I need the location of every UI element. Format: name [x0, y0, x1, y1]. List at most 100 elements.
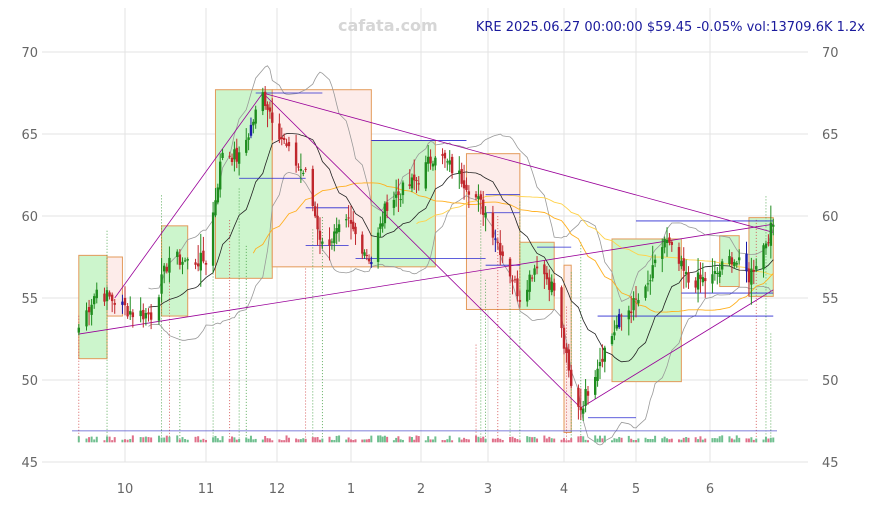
candle-body: [560, 287, 563, 329]
volume-bar: [446, 439, 449, 443]
candle-body: [219, 161, 222, 190]
y-tick-label-left: 65: [21, 128, 38, 143]
volume-bar: [651, 439, 654, 443]
range-box: [748, 217, 774, 297]
candle-body: [110, 294, 114, 302]
volume-bar: [417, 436, 420, 443]
volume-bar: [186, 439, 189, 443]
volume-bar: [494, 438, 497, 443]
trend-line: [78, 223, 774, 335]
candle-body: [601, 358, 604, 362]
volume-bar: [157, 435, 160, 443]
candle-body: [194, 262, 197, 265]
volume-bar: [587, 440, 589, 443]
candle-body: [649, 280, 652, 282]
volume-bar: [302, 438, 305, 443]
volume-bar: [408, 436, 411, 443]
candle-body: [528, 274, 531, 292]
volume-bar: [548, 436, 551, 443]
y-tick-label-left: 45: [21, 456, 38, 471]
candle-body: [401, 182, 405, 196]
volume-bar: [184, 439, 187, 443]
candle-body: [410, 177, 414, 189]
candle-body: [711, 274, 714, 284]
volume-bar: [699, 436, 702, 443]
volume-bar: [345, 439, 348, 443]
volume-bar: [431, 439, 434, 443]
volume-bar: [424, 440, 427, 443]
candle-body: [677, 247, 681, 264]
volume-bar: [511, 436, 514, 443]
volume-bar: [618, 437, 621, 443]
volume-bar: [147, 437, 150, 443]
y-tick-label-left: 60: [21, 210, 38, 225]
candle-body: [484, 212, 487, 218]
volume-bar: [347, 437, 350, 443]
candle-body: [596, 368, 599, 381]
volume-bar: [501, 439, 504, 443]
candle-body: [271, 112, 274, 123]
candle-body: [105, 290, 109, 302]
candle-body: [651, 265, 654, 279]
volume-bar: [460, 439, 463, 443]
lower-band: [148, 171, 774, 446]
volume-bar: [509, 436, 512, 443]
candle-body: [718, 271, 721, 277]
volume-bar: [233, 437, 236, 443]
volume-bar: [365, 439, 368, 443]
volume-bar: [644, 437, 647, 443]
candle-body: [299, 168, 303, 171]
candle-body: [482, 199, 485, 215]
candle-body: [186, 259, 189, 261]
candle-body: [446, 161, 449, 163]
volume-bar: [711, 438, 714, 443]
candle-body: [352, 221, 355, 230]
candle-body: [424, 162, 427, 189]
volume-bar: [565, 440, 568, 443]
volume-bar: [352, 440, 355, 443]
candle-body: [511, 280, 514, 282]
candle-body: [87, 307, 91, 313]
y-tick-label-left: 55: [21, 292, 38, 307]
volume-bar: [144, 436, 147, 443]
candle-body: [443, 152, 447, 159]
volume-bar: [682, 437, 685, 443]
volume-bar: [264, 435, 267, 443]
candle-body: [613, 332, 616, 336]
volume-bar: [755, 438, 758, 443]
volume-bar: [386, 436, 389, 443]
candle-body: [769, 222, 773, 246]
candle-body: [747, 268, 751, 283]
volume-bar: [392, 440, 395, 443]
volume-bar: [321, 438, 324, 443]
volume-bar: [295, 438, 298, 443]
candle-body: [634, 298, 638, 300]
candle-body: [533, 268, 536, 275]
candle-body: [385, 202, 389, 211]
trend-line: [262, 92, 774, 233]
chart-header: KRE 2025.06.27 00:00:00 $59.45 -0.05% vo…: [476, 20, 865, 35]
volume-bar: [197, 436, 200, 443]
y-tick-label-left: 50: [21, 374, 38, 389]
candle-body: [199, 252, 202, 271]
volume-bar: [764, 436, 767, 443]
volume-bar: [316, 437, 319, 443]
volume-bar: [311, 437, 314, 443]
candle-body: [230, 157, 234, 162]
candle-body: [713, 271, 717, 274]
volume-bar: [649, 438, 652, 443]
candle-body: [168, 257, 171, 273]
candle-body: [77, 327, 80, 333]
volume-bar: [632, 439, 635, 443]
candle-body: [752, 270, 755, 272]
candle-body: [361, 234, 364, 254]
volume-bar: [718, 436, 721, 443]
volume-bar: [661, 438, 664, 443]
candle-body: [545, 272, 549, 280]
volume-bar: [728, 436, 731, 443]
volume-bar: [199, 439, 202, 443]
candle-body: [181, 261, 184, 265]
candle-body: [335, 228, 338, 234]
volume-bar: [88, 437, 91, 443]
